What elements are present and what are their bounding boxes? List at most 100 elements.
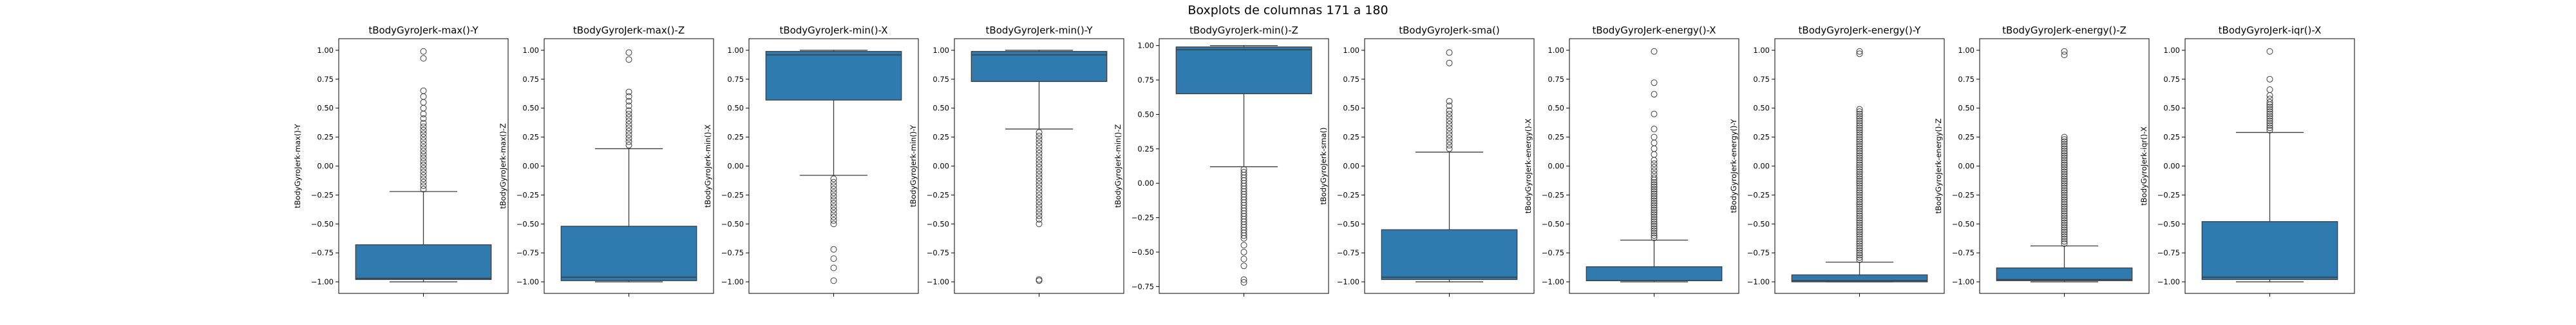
outlier-point — [2061, 166, 2068, 173]
outlier-point — [2061, 154, 2068, 161]
outlier-point — [1446, 124, 1453, 132]
y-tick-label: 0.50 — [1343, 104, 1359, 113]
outlier-point — [1856, 157, 1863, 164]
y-tick-label: 0.00 — [1548, 162, 1564, 171]
outlier-point — [420, 126, 427, 133]
outlier-point — [1856, 233, 1863, 241]
outlier-point — [830, 189, 837, 196]
outlier-point — [420, 148, 427, 155]
subplot-title: tBodyGyroJerk-min()-X — [779, 25, 887, 36]
outlier-point — [1446, 121, 1453, 128]
subplot-title: tBodyGyroJerk-energy()-X — [1592, 25, 1716, 36]
outlier-point — [1651, 160, 1658, 167]
subplot: tBodyGyroJerk-energy()-Z −1.00 −0.75 −0.50 −… — [1934, 25, 2150, 297]
y-tick-label: 0.75 — [1343, 75, 1359, 84]
outlier-point — [1651, 186, 1658, 193]
outlier-point — [1856, 208, 1863, 215]
y-axis-label: tBodyGyroJerk-sma() — [1319, 128, 1328, 205]
outlier-point — [1651, 183, 1658, 190]
subplot: tBodyGyroJerk-min()-Y −1.00 −0.75 −0.50 −0.2… — [909, 25, 1124, 297]
outlier-point — [1856, 113, 1863, 120]
outlier-point — [1856, 222, 1863, 229]
subplot: tBodyGyroJerk-iqr()-X −1.00 −0.75 −0.50 −0.2… — [2139, 25, 2355, 297]
outlier-point — [1036, 167, 1043, 174]
outlier-point — [625, 114, 632, 121]
outlier-point — [1036, 221, 1043, 228]
outlier-point — [830, 196, 837, 203]
outlier-point — [1856, 231, 1863, 238]
outlier-point — [2266, 99, 2273, 106]
y-tick-label: 0.75 — [727, 75, 744, 84]
outlier-point — [1856, 192, 1863, 199]
outlier-point — [1856, 108, 1863, 115]
y-tick-label: −1.00 — [927, 277, 949, 286]
outlier-point — [1856, 240, 1863, 247]
subplot-title: tBodyGyroJerk-min()-Z — [1189, 25, 1298, 36]
outlier-point — [2061, 205, 2068, 212]
outlier-point — [830, 255, 837, 262]
outlier-point — [1036, 153, 1043, 161]
outlier-point — [1036, 132, 1043, 139]
outlier-point — [1446, 107, 1453, 114]
outlier-point — [1036, 209, 1043, 216]
outlier-point — [1856, 242, 1863, 250]
outlier-point — [1651, 145, 1658, 152]
outlier-point — [1651, 164, 1658, 171]
subplot: tBodyGyroJerk-energy()-X −1.00 −0.75 −0.50 −… — [1524, 25, 1739, 297]
y-tick-label: −1.00 — [1952, 277, 1975, 286]
outlier-point — [420, 161, 427, 168]
outlier-point — [420, 123, 427, 130]
outlier-point — [2061, 231, 2068, 238]
y-tick-label: 0.75 — [1548, 75, 1564, 84]
outlier-point — [625, 56, 632, 63]
outlier-point — [2266, 95, 2273, 103]
outlier-point — [1651, 228, 1658, 235]
outlier-point — [2266, 92, 2273, 99]
outlier-point — [1856, 203, 1863, 210]
outlier-point — [625, 88, 632, 95]
outlier-point — [1036, 205, 1043, 212]
y-tick-label: −0.50 — [1337, 219, 1359, 228]
y-tick-label: −1.00 — [516, 277, 539, 286]
outlier-point — [1240, 242, 1247, 249]
outlier-point — [1651, 151, 1658, 158]
outlier-point — [625, 110, 632, 117]
axes-frame — [1364, 38, 1535, 294]
outlier-point — [1036, 184, 1043, 192]
outlier-point — [2061, 208, 2068, 215]
y-tick-label: 0.25 — [727, 133, 744, 142]
outlier-point — [1856, 217, 1863, 224]
y-tick-label: 0.25 — [1137, 144, 1154, 153]
outlier-point — [1446, 132, 1453, 139]
outlier-point — [1651, 225, 1658, 232]
outlier-point — [1856, 251, 1863, 259]
y-tick-label: 1.00 — [933, 46, 949, 55]
axes-frame — [748, 38, 919, 294]
y-tick-label: −0.50 — [2157, 219, 2180, 228]
outlier-point — [1856, 193, 1863, 201]
outlier-point — [1651, 190, 1658, 197]
outlier-point — [1036, 171, 1043, 178]
outlier-point — [1856, 110, 1863, 117]
outlier-point — [1651, 209, 1658, 216]
subplot-title: tBodyGyroJerk-min()-Y — [986, 25, 1094, 36]
y-tick-label: −0.25 — [1132, 213, 1154, 222]
outlier-point — [1856, 219, 1863, 226]
y-tick-label: −1.00 — [721, 277, 744, 286]
outlier-point — [625, 121, 632, 128]
outlier-point — [1651, 188, 1658, 195]
y-axis-label: tBodyGyroJerk-min()-X — [703, 124, 712, 208]
y-tick-label: 0.50 — [2163, 104, 2180, 113]
outlier-point — [625, 93, 632, 100]
subplot-panels: tBodyGyroJerk-max()-Y −1.00 −0.75 −0.50 −0.2… — [293, 25, 2355, 297]
y-tick-label: 1.00 — [2163, 46, 2180, 55]
subplot: tBodyGyroJerk-max()-Y −1.00 −0.75 −0.50 −0.2… — [293, 25, 509, 297]
outlier-point — [1446, 145, 1453, 152]
y-tick-label: 0.25 — [1548, 133, 1564, 142]
outlier-point — [1856, 199, 1863, 206]
outlier-point — [1446, 142, 1453, 149]
y-tick-label: 1.00 — [1137, 41, 1154, 50]
y-tick-label: −0.75 — [721, 248, 744, 257]
y-tick-label: −0.75 — [516, 248, 539, 257]
outlier-point — [2061, 150, 2068, 157]
